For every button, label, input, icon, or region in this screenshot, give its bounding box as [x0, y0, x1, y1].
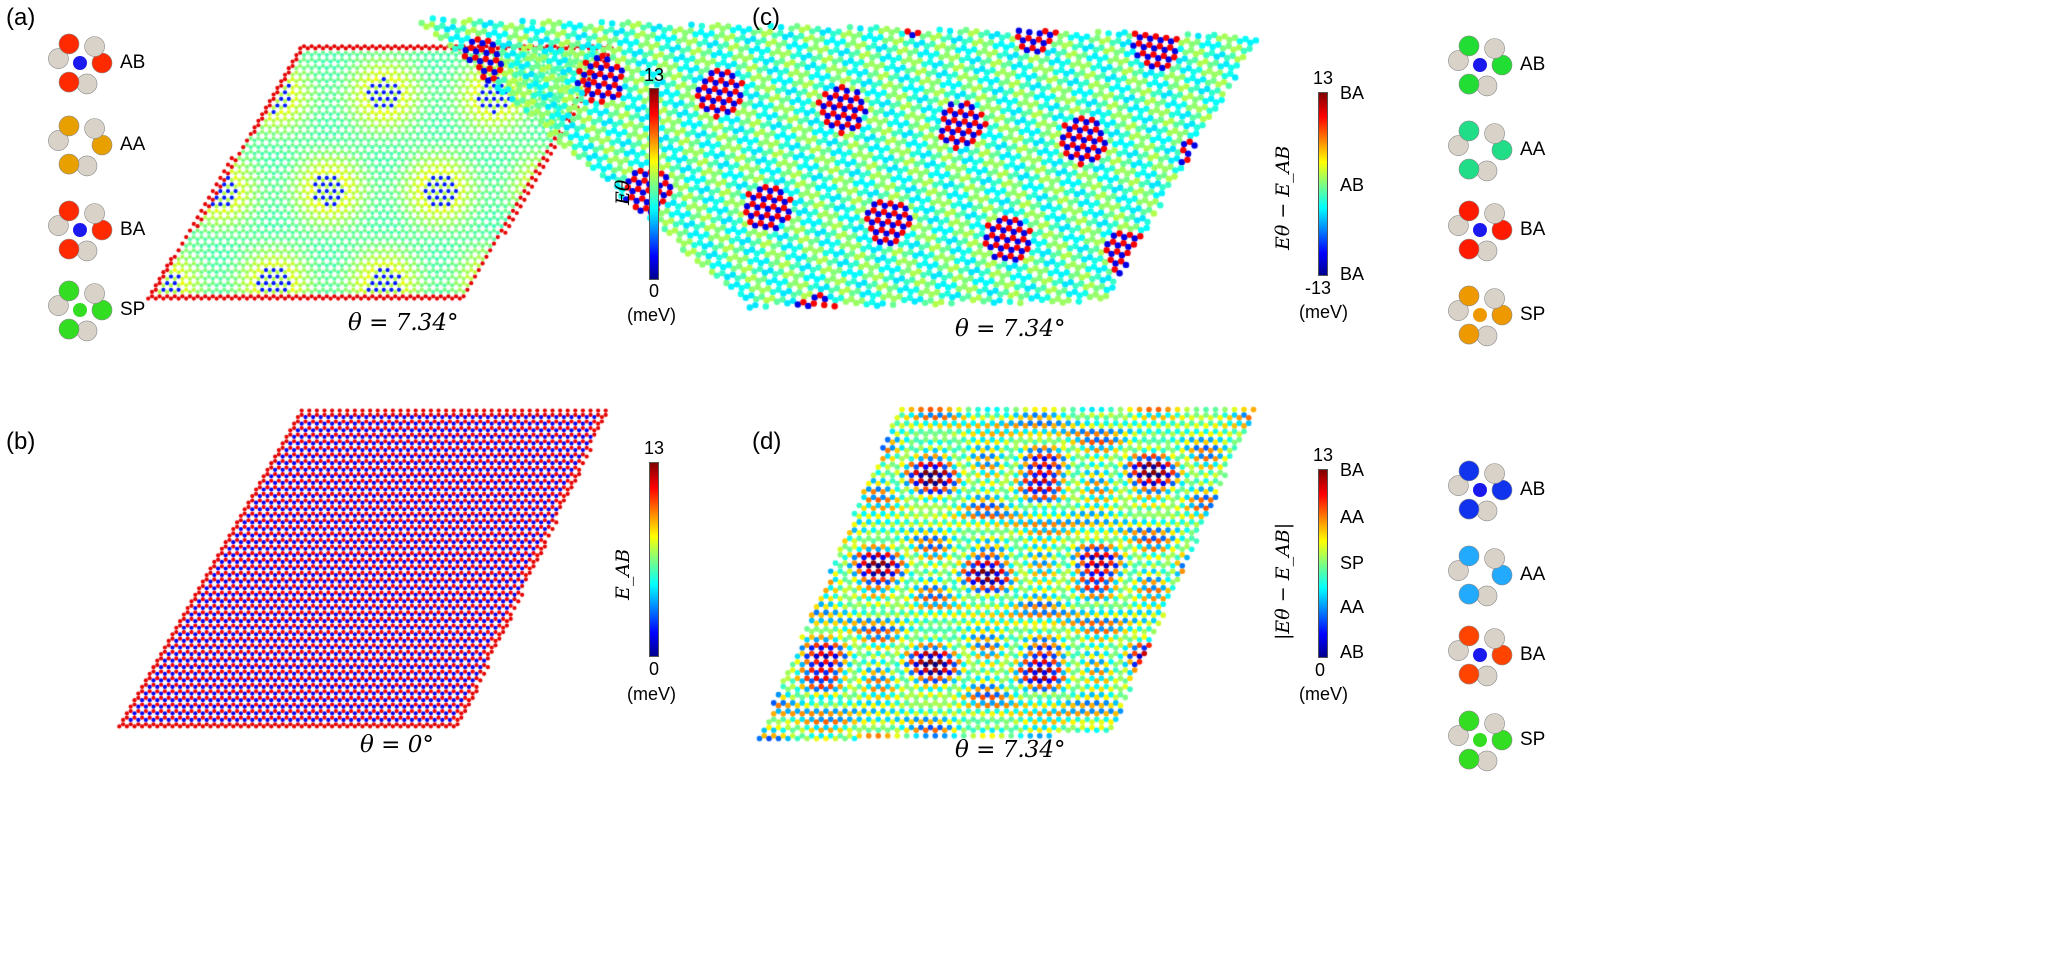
stacking-label-c-sp: SP	[1520, 304, 1546, 325]
stacking-label-c-ab: AB	[1520, 54, 1546, 75]
colorbar-b	[649, 462, 659, 657]
colorbar-c	[1318, 92, 1328, 276]
stacking-icon-a-ba	[45, 195, 115, 270]
stacking-label-c-aa: AA	[1520, 139, 1546, 160]
cb-c-stack-2: BA	[1340, 264, 1365, 284]
cb-c-stack-1: AB	[1340, 175, 1365, 195]
panel-d-label: (d)	[752, 428, 782, 455]
colorbar-a	[649, 88, 659, 280]
stacking-label-a-aa: AA	[120, 134, 146, 155]
cb-a-unit: (meV)	[627, 305, 676, 325]
panel-c-label: (c)	[752, 4, 780, 31]
cb-c-min: -13	[1305, 278, 1332, 298]
cb-a-quantity: Eθ	[612, 179, 634, 205]
panel-a-theta: θ = 7.34°	[348, 310, 459, 336]
cb-d-quantity: |Eθ − E_AB|	[1272, 522, 1294, 640]
stacking-label-d-ba: BA	[1520, 644, 1546, 665]
stacking-icon-d-sp	[1445, 705, 1515, 780]
panel-b-theta: θ = 0°	[360, 732, 434, 758]
stacking-icon-d-ab	[1445, 455, 1515, 530]
cb-a-min: 0	[649, 281, 660, 301]
stacking-label-d-aa: AA	[1520, 564, 1546, 585]
cb-b-quantity: E_AB	[612, 548, 634, 600]
stacking-label-a-sp: SP	[120, 299, 146, 320]
stacking-label-d-sp: SP	[1520, 729, 1546, 750]
stacking-icon-a-ab	[45, 28, 115, 103]
cb-d-stack-2: SP	[1340, 553, 1365, 573]
colorbar-d	[1318, 469, 1328, 658]
stacking-icon-c-ab	[1445, 30, 1515, 105]
stacking-label-a-ba: BA	[120, 219, 146, 240]
cb-c-stack-0: BA	[1340, 83, 1365, 103]
cb-c-unit: (meV)	[1299, 302, 1348, 322]
cb-b-min: 0	[649, 659, 660, 679]
stacking-icon-d-aa	[1445, 540, 1515, 615]
cb-d-max: 13	[1313, 445, 1334, 465]
stacking-icon-a-aa	[45, 110, 115, 185]
cb-b-max: 13	[644, 438, 665, 458]
cb-d-stack-3: AA	[1340, 597, 1365, 617]
stacking-icon-a-sp	[45, 275, 115, 350]
cb-b-unit: (meV)	[627, 684, 676, 704]
panel-c-theta: θ = 7.34°	[955, 316, 1066, 342]
cb-d-stack-0: BA	[1340, 460, 1365, 480]
stacking-label-a-ab: AB	[120, 52, 146, 73]
panel-a-label: (a)	[6, 4, 36, 31]
stacking-label-c-ba: BA	[1520, 219, 1546, 240]
cb-d-min: 0	[1315, 660, 1326, 680]
stacking-icon-c-aa	[1445, 115, 1515, 190]
cb-d-stack-1: AA	[1340, 507, 1365, 527]
stacking-label-d-ab: AB	[1520, 479, 1546, 500]
panel-d-theta: θ = 7.34°	[955, 737, 1066, 763]
cb-c-max: 13	[1313, 68, 1334, 88]
cb-d-stack-4: AB	[1340, 642, 1365, 662]
stacking-icon-c-ba	[1445, 195, 1515, 270]
panel-b-label: (b)	[6, 428, 36, 455]
cb-d-unit: (meV)	[1299, 684, 1348, 704]
stacking-icon-c-sp	[1445, 280, 1515, 355]
cb-a-max: 13	[644, 65, 665, 85]
cb-c-quantity: Eθ − E_AB	[1272, 145, 1294, 250]
stacking-icon-d-ba	[1445, 620, 1515, 695]
